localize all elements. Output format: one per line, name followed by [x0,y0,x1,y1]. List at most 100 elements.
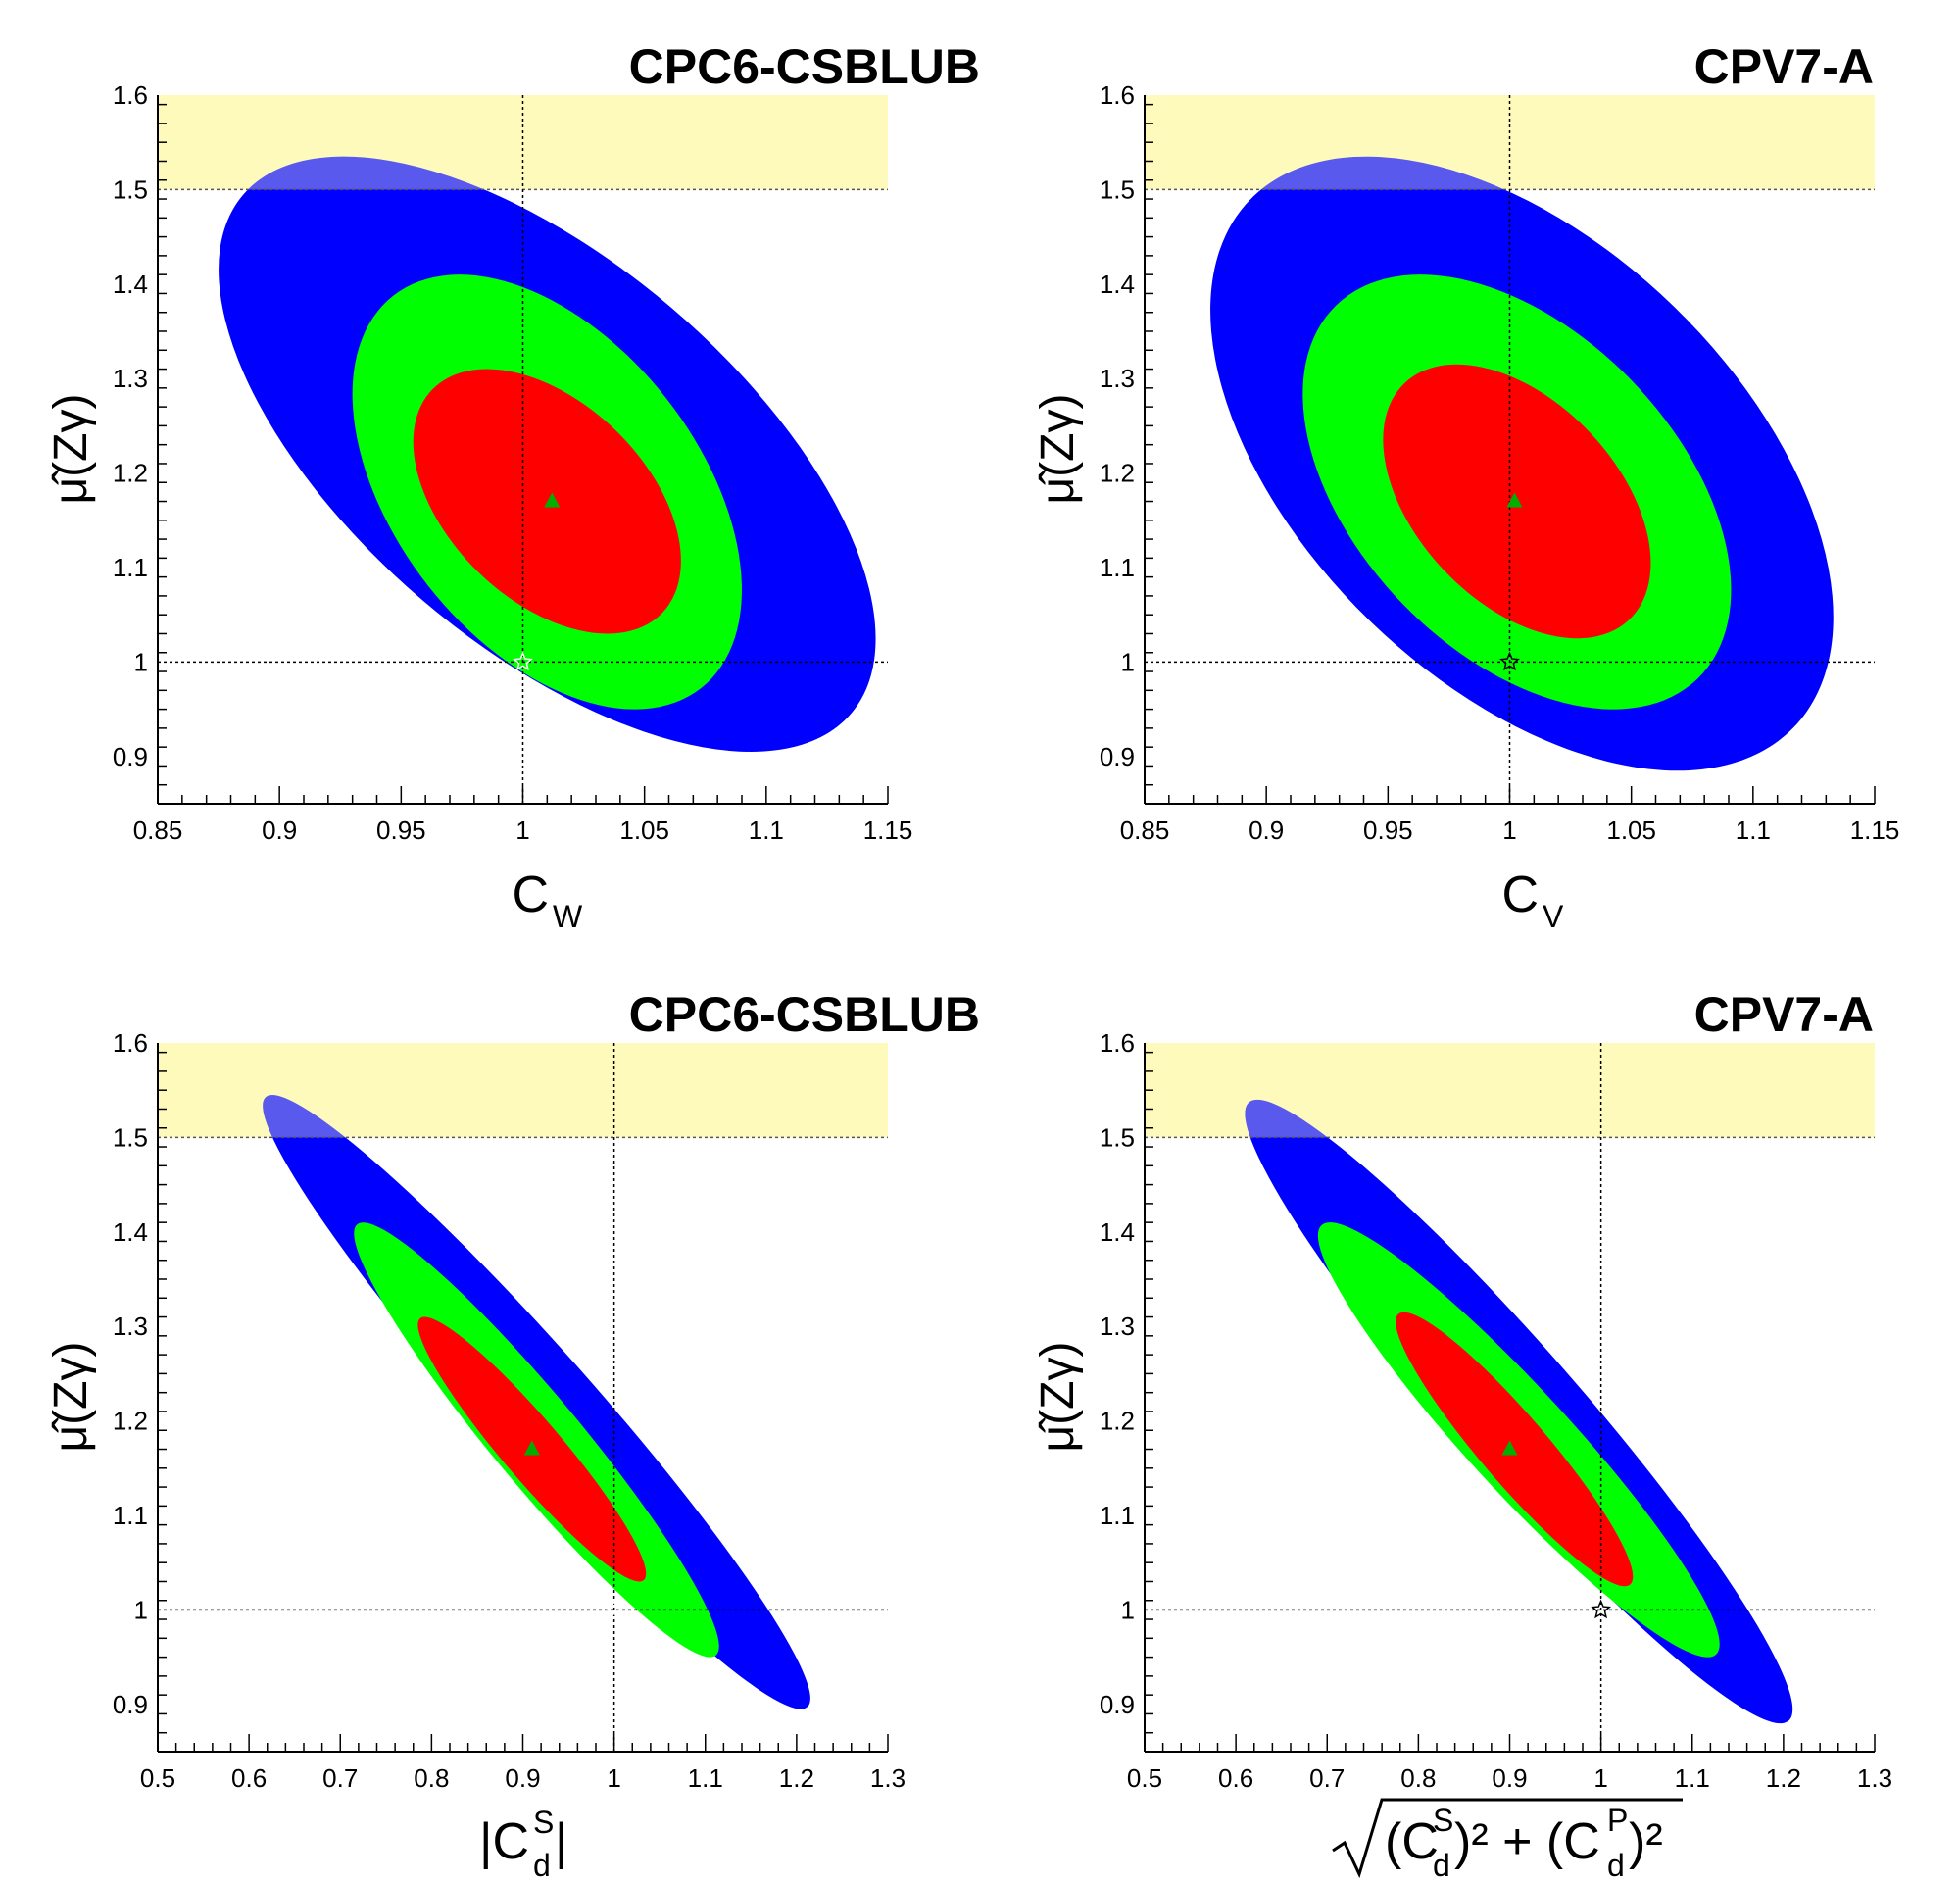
y-tick-label: 1.4 [1100,270,1135,299]
x-tick-label: 0.7 [322,1763,358,1793]
y-tick-label: 1.6 [1100,1028,1135,1058]
x-tick-label: 0.9 [262,816,297,845]
region-1sigma [413,369,681,634]
y-tick-label: 1.4 [113,1217,148,1247]
x-axis-label-superscript: S [533,1805,554,1840]
plot-area: 0.5 0.6 0.7 0.8 0.9 1 1.1 1.2 1.3 0.9 1 1.1 1.2 1.3 1.… [1100,1028,1892,1793]
x-axis-label-mid: )² + (C [1454,1813,1600,1870]
x-tick-label: 1.2 [1766,1763,1801,1793]
y-tick-label: 1.6 [113,1028,148,1058]
x-tick-label: 1 [607,1763,620,1793]
x-tick-label: 1.3 [1857,1763,1892,1793]
x-tick-label: 1.1 [1736,816,1771,845]
y-tick-label: 0.9 [113,742,148,771]
x-axis-label: (C [1385,1813,1439,1870]
x-tick-label: 0.5 [140,1763,175,1793]
x-axis-label-subscript: V [1543,899,1564,934]
panel-title: CPV7-A [1694,39,1874,94]
y-tick-label: 0.9 [1100,1690,1135,1719]
x-axis-label: C [1501,867,1539,923]
plot-area: 0.5 0.6 0.7 0.8 0.9 1 1.1 1.2 1.3 0.9 1 1.1 1.2 1.3 1.… [113,1028,906,1793]
x-tick-label: 0.6 [231,1763,267,1793]
y-axis-label: μ̂(Zγ) [1032,394,1084,505]
y-tick-label: 1 [1121,1595,1135,1624]
x-tick-label: 1.15 [863,816,913,845]
panel-title: CPC6-CSBLUB [629,39,980,94]
x-tick-label: 0.8 [1400,1763,1436,1793]
x-tick-label: 1.15 [1850,816,1900,845]
y-tick-label: 1.1 [113,1501,148,1530]
best-fit-marker [523,1440,540,1456]
x-tick-label: 0.9 [1249,816,1284,845]
x-axis-label-sup-p: P [1607,1803,1628,1838]
y-axis-label: μ̂(Zγ) [45,394,97,505]
x-axis-label-end: )² [1629,1813,1663,1870]
y-tick-label: 1.5 [113,174,148,204]
x-tick-label: 0.5 [1127,1763,1162,1793]
x-tick-label: 1 [1502,816,1516,845]
plot-clip [158,1043,888,1752]
x-tick-label: 0.8 [414,1763,449,1793]
y-tick-label: 1.1 [113,553,148,582]
y-tick-label: 1 [134,1595,148,1624]
y-tick-label: 1 [134,647,148,676]
x-tick-label: 0.6 [1218,1763,1253,1793]
x-tick-label: 1.05 [619,816,669,845]
panel-title: CPC6-CSBLUB [629,987,980,1042]
excluded-band-overlay [158,1043,888,1138]
y-tick-label: 1.4 [1100,1217,1135,1247]
y-tick-label: 1.4 [113,270,148,299]
sm-point-marker [513,651,533,671]
x-axis-label-sub-d: d [1607,1848,1625,1882]
x-tick-label: 0.9 [1492,1763,1527,1793]
y-tick-label: 1.5 [1100,1122,1135,1152]
best-fit-marker [544,492,561,508]
x-tick-label: 0.95 [1363,816,1413,845]
plot-area: 0.85 0.9 0.95 1 1.05 1.1 1.15 0.9 1 1.1 1.2 1.3 1.4 1… [1100,80,1900,845]
x-tick-label: 1.2 [779,1763,814,1793]
x-tick-label: 1.1 [1675,1763,1710,1793]
plot-clip [1145,1043,1875,1752]
sm-point-marker [1499,651,1520,671]
panel-cds: CPC6-CSBLUB 0.5 0.6 0.7 0.8 0.9 1 1.1 1.2 1.3 0.9… [45,987,980,1882]
y-axis-label: μ̂(Zγ) [45,1342,97,1453]
y-tick-label: 1.6 [113,80,148,110]
plot-area: 0.85 0.9 0.95 1 1.05 1.1 1.15 0.9 1 1.1 1.2 1.3 1.4 1… [113,80,913,845]
x-axis-label-sup-s: S [1433,1803,1453,1838]
y-tick-label: 1.5 [1100,174,1135,204]
y-tick-label: 1.2 [113,1407,148,1436]
y-tick-label: 0.9 [1100,742,1135,771]
y-tick-label: 1.5 [113,1122,148,1152]
x-axis-label-subscript: d [533,1848,551,1882]
x-tick-label: 1.1 [688,1763,723,1793]
x-axis-label-subscript: W [553,899,583,934]
y-tick-label: 1.3 [113,364,148,393]
x-tick-label: 1 [1593,1763,1607,1793]
x-tick-label: 0.7 [1309,1763,1345,1793]
panel-cw: CPC6-CSBLUB 0.85 0.9 0.95 1 1.05 1.1 1.15 0.9 1 1… [45,39,980,934]
x-tick-label: 1.1 [749,816,784,845]
y-tick-label: 1.3 [1100,364,1135,393]
x-tick-label: 0.95 [376,816,426,845]
x-tick-label: 0.9 [505,1763,540,1793]
y-tick-label: 1 [1121,647,1135,676]
plot-clip [1145,95,1875,804]
plot-clip [158,95,888,804]
y-tick-label: 1.2 [113,459,148,488]
y-axis-label: μ̂(Zγ) [1032,1342,1084,1453]
excluded-band-overlay [1145,1043,1875,1138]
y-tick-label: 1.6 [1100,80,1135,110]
y-tick-label: 1.1 [1100,1501,1135,1530]
sqrt-sign [1332,1798,1683,1879]
y-tick-label: 1.3 [1100,1312,1135,1341]
x-tick-label: 0.85 [1120,816,1170,845]
y-tick-label: 1.1 [1100,553,1135,582]
sm-point-marker [604,1599,625,1619]
best-fit-marker [1506,492,1523,508]
panel-cv: CPV7-A 0.85 0.9 0.95 1 1.05 1.1 1.15 0.9 1 1.1 1.2… [1032,39,1900,934]
x-tick-label: 1 [515,816,529,845]
panel-title: CPV7-A [1694,987,1874,1042]
x-axis-label-sub-d: d [1433,1848,1450,1882]
x-axis-label-close: | [555,1813,568,1870]
